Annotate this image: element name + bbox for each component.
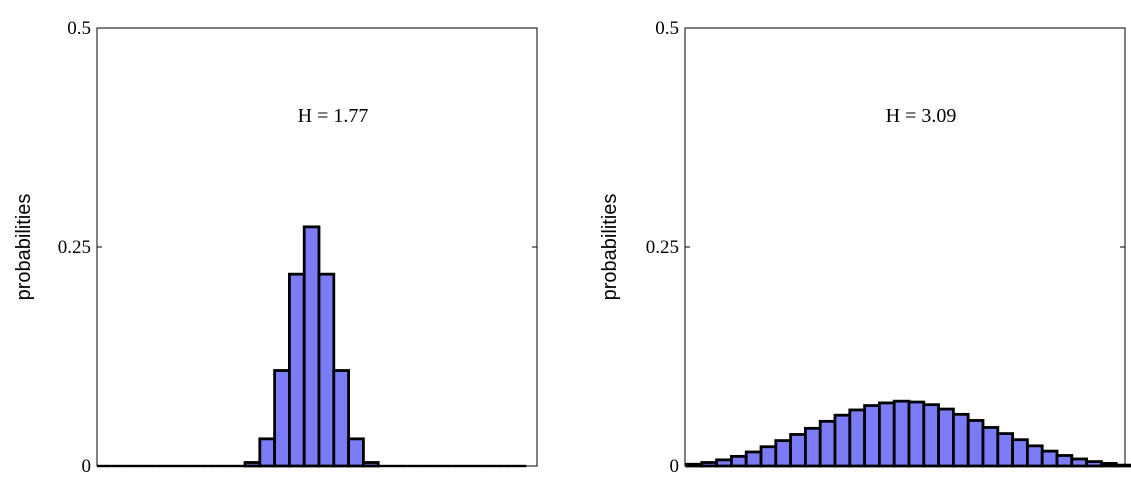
right-bar <box>833 413 852 468</box>
right-bar <box>789 433 807 468</box>
right-bar <box>996 432 1014 468</box>
right-y-axis-label: probabilities <box>599 194 621 301</box>
right-bar <box>1055 454 1074 468</box>
right-bar <box>1026 444 1044 468</box>
right-bar <box>1011 438 1029 468</box>
right-entropy-annotation: H = 3.09 <box>886 105 957 127</box>
left-bar <box>361 461 380 468</box>
right-bar <box>804 426 822 468</box>
right-chart-panel: 0 0.25 0.5 H = 3.09 probabilities <box>599 18 1131 477</box>
right-bar <box>1040 449 1059 468</box>
left-y-ticks: 0 0.25 0.5 <box>58 18 537 477</box>
right-bar <box>715 458 733 468</box>
left-bar <box>243 461 262 468</box>
right-bar <box>878 401 896 468</box>
left-bar <box>258 437 276 468</box>
right-y-tick-label: 0.25 <box>646 237 679 258</box>
right-bar <box>863 404 881 468</box>
left-bar <box>273 369 291 468</box>
left-bar <box>332 369 350 468</box>
right-bar <box>1070 457 1089 468</box>
right-bar <box>848 408 866 468</box>
right-y-ticks: 0 0.25 0.5 <box>646 18 1125 477</box>
left-y-axis-label: probabilities <box>13 194 35 301</box>
right-bar <box>759 445 778 468</box>
left-bar <box>287 272 306 468</box>
right-bar <box>937 407 955 468</box>
left-bar <box>302 225 321 468</box>
left-bars <box>97 225 527 468</box>
right-bar <box>922 403 940 468</box>
right-bar <box>744 450 763 468</box>
left-bar <box>347 437 365 468</box>
right-y-tick-label: 0 <box>670 456 680 477</box>
left-bar <box>317 272 336 468</box>
right-bar <box>892 399 911 468</box>
right-bar <box>818 419 837 468</box>
left-chart-panel: 0 0.25 0.5 H = 1.77 probabilities <box>13 18 538 477</box>
right-bar <box>1085 460 1103 468</box>
right-bar <box>981 426 1000 468</box>
right-bar <box>774 439 792 468</box>
left-entropy-annotation: H = 1.77 <box>298 105 369 127</box>
right-bar <box>966 419 985 468</box>
left-y-tick-label: 0.5 <box>67 18 91 39</box>
right-bar <box>907 400 926 468</box>
right-bar <box>700 461 718 468</box>
right-bar <box>952 412 970 468</box>
left-y-tick-label: 0 <box>82 456 92 477</box>
right-bar <box>730 454 748 468</box>
right-y-tick-label: 0.5 <box>655 18 679 39</box>
left-y-tick-label: 0.25 <box>58 237 91 258</box>
right-bars <box>685 399 1131 468</box>
